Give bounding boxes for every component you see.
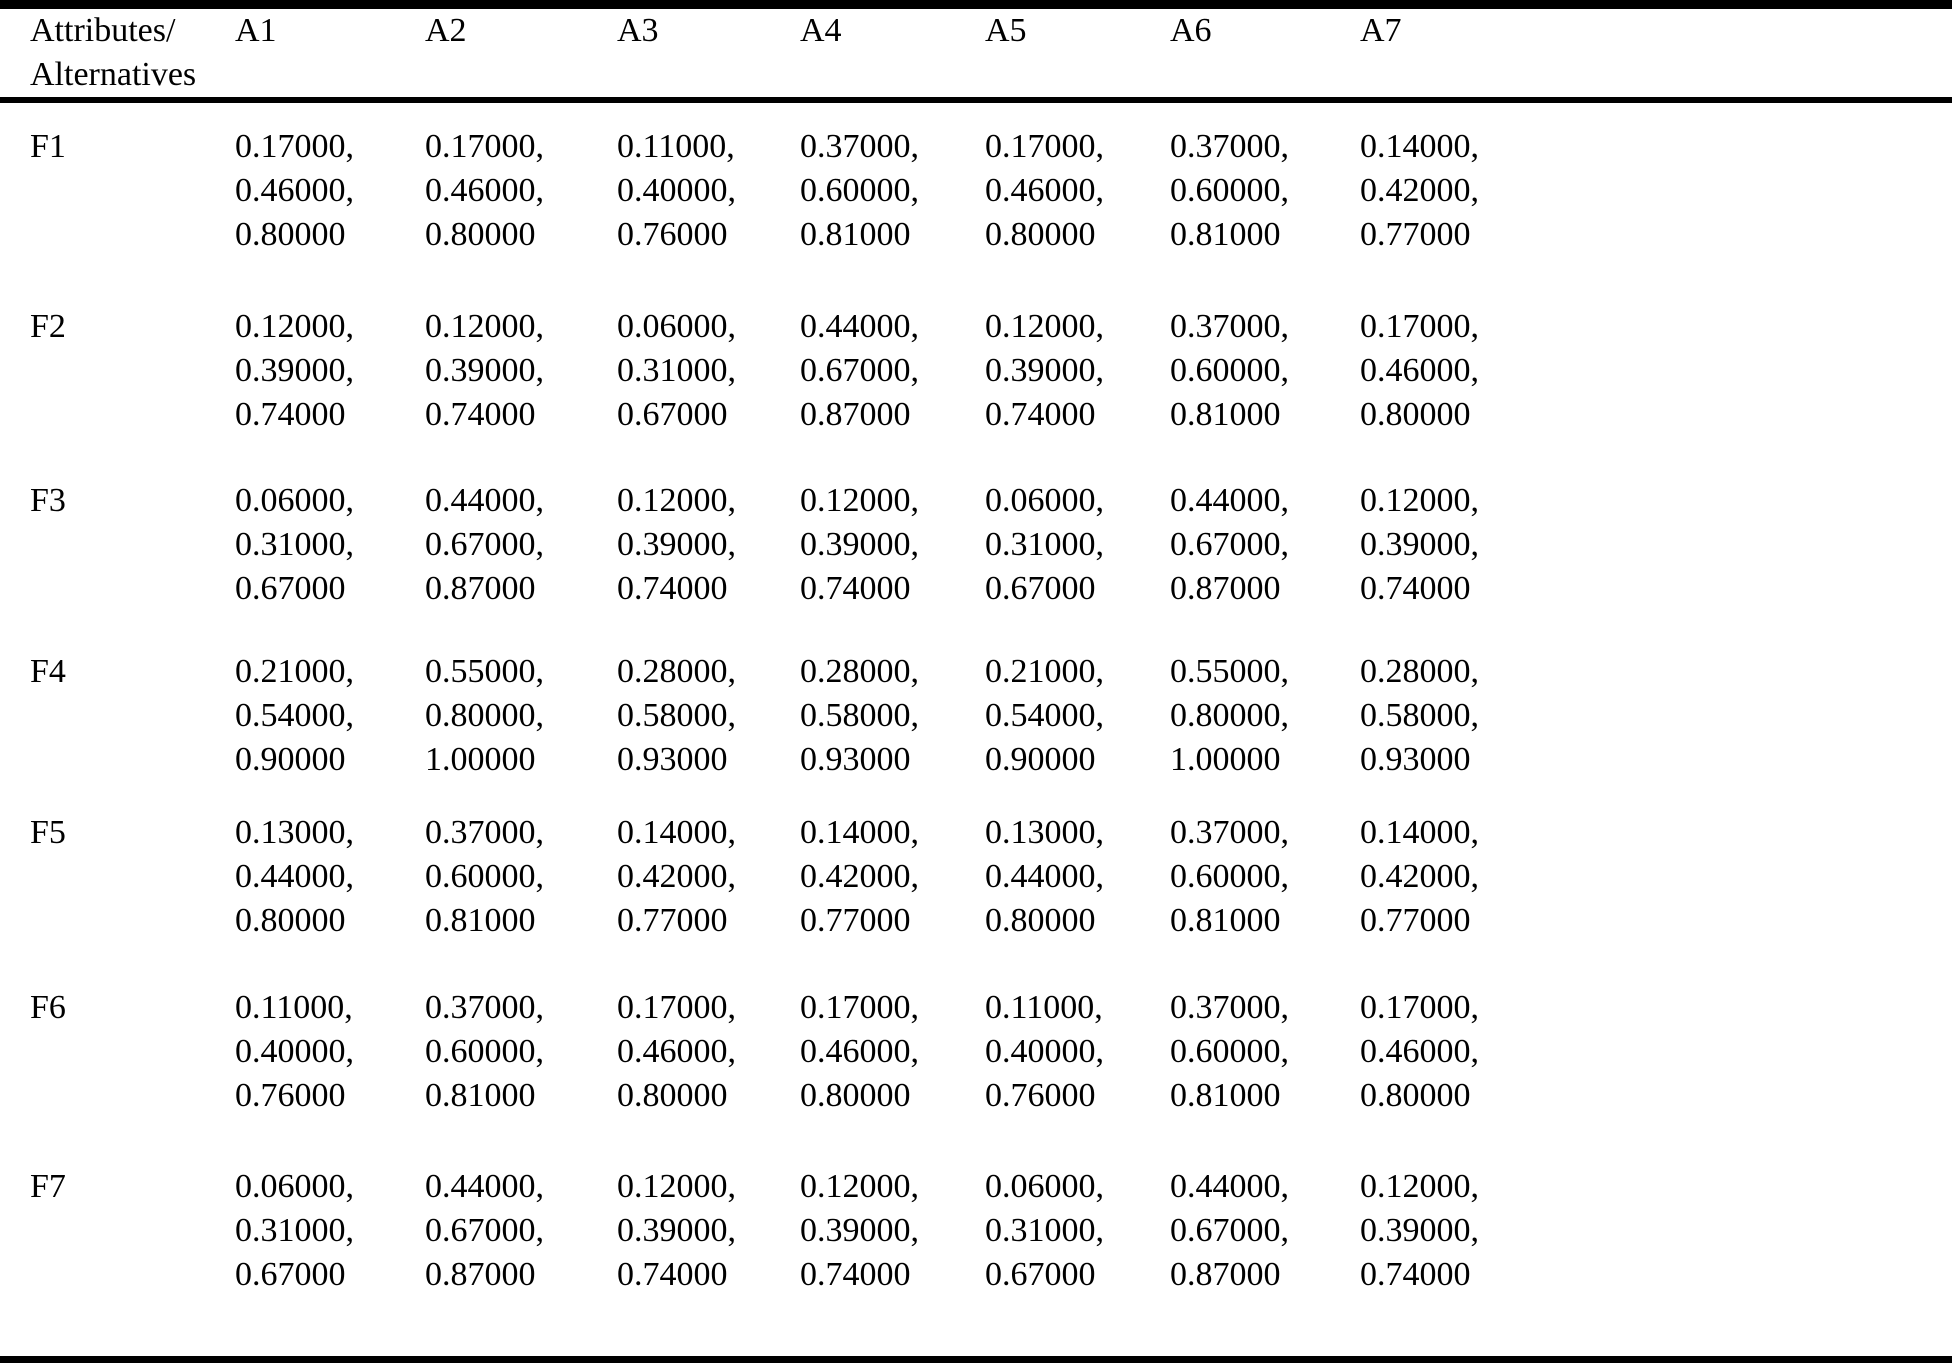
header-col-a5: A5 <box>985 9 1170 103</box>
fuzzy-value-cell: 0.44000, 0.67000, 0.87000 <box>425 482 544 607</box>
fuzzy-value-cell: 0.12000, 0.39000, 0.74000 <box>985 308 1104 433</box>
header-col-a3: A3 <box>617 9 800 103</box>
row-label: F5 <box>30 814 66 851</box>
fuzzy-value-cell: 0.17000, 0.46000, 0.80000 <box>1360 989 1479 1114</box>
fuzzy-value-cell: 0.13000, 0.44000, 0.80000 <box>985 814 1104 939</box>
fuzzy-value-cell: 0.11000, 0.40000, 0.76000 <box>235 989 354 1114</box>
table-row: F1 0.17000, 0.46000, 0.80000 0.17000, 0.46… <box>0 100 1952 305</box>
fuzzy-value-cell: 0.06000, 0.31000, 0.67000 <box>985 1168 1104 1293</box>
fuzzy-value-cell: 0.28000, 0.58000, 0.93000 <box>1360 653 1479 778</box>
fuzzy-value-cell: 0.21000, 0.54000, 0.90000 <box>985 653 1104 778</box>
header-attributes-alternatives: Attributes/ Alternatives <box>0 9 235 103</box>
fuzzy-value-cell: 0.28000, 0.58000, 0.93000 <box>617 653 736 778</box>
fuzzy-value-cell: 0.12000, 0.39000, 0.74000 <box>235 308 354 433</box>
row-label: F3 <box>30 482 66 519</box>
header-col-a2: A2 <box>425 9 617 103</box>
row-label: F2 <box>30 308 66 345</box>
fuzzy-value-cell: 0.37000, 0.60000, 0.81000 <box>425 814 544 939</box>
table-row: F2 0.12000, 0.39000, 0.74000 0.12000, 0.39… <box>0 305 1952 479</box>
fuzzy-value-cell: 0.06000, 0.31000, 0.67000 <box>617 308 736 433</box>
table-row: F7 0.06000, 0.31000, 0.67000 0.44000, 0.67… <box>0 1165 1952 1328</box>
header-col-a1: A1 <box>235 9 425 103</box>
fuzzy-value-cell: 0.14000, 0.42000, 0.77000 <box>800 814 919 939</box>
fuzzy-value-cell: 0.17000, 0.46000, 0.80000 <box>235 128 354 253</box>
fuzzy-value-cell: 0.11000, 0.40000, 0.76000 <box>985 989 1104 1114</box>
row-label: F6 <box>30 989 66 1026</box>
fuzzy-value-cell: 0.21000, 0.54000, 0.90000 <box>235 653 354 778</box>
fuzzy-decision-matrix-table: Attributes/ Alternatives A1 A2 A3 A4 A5 … <box>0 9 1952 1328</box>
fuzzy-value-cell: 0.06000, 0.31000, 0.67000 <box>235 1168 354 1293</box>
fuzzy-value-cell: 0.17000, 0.46000, 0.80000 <box>425 128 544 253</box>
table-row: F4 0.21000, 0.54000, 0.90000 0.55000, 0.80… <box>0 650 1952 811</box>
fuzzy-value-cell: 0.44000, 0.67000, 0.87000 <box>425 1168 544 1293</box>
row-label: F4 <box>30 653 66 690</box>
fuzzy-value-cell: 0.12000, 0.39000, 0.74000 <box>617 482 736 607</box>
fuzzy-value-cell: 0.12000, 0.39000, 0.74000 <box>800 1168 919 1293</box>
fuzzy-value-cell: 0.37000, 0.60000, 0.81000 <box>425 989 544 1114</box>
row-label: F1 <box>30 128 66 165</box>
fuzzy-value-cell: 0.44000, 0.67000, 0.87000 <box>800 308 919 433</box>
fuzzy-value-cell: 0.28000, 0.58000, 0.93000 <box>800 653 919 778</box>
header-col-a7: A7 <box>1360 9 1952 103</box>
header-row: Attributes/ Alternatives A1 A2 A3 A4 A5 … <box>0 9 1952 103</box>
fuzzy-value-cell: 0.37000, 0.60000, 0.81000 <box>1170 989 1289 1114</box>
table-row: F3 0.06000, 0.31000, 0.67000 0.44000, 0.67… <box>0 479 1952 650</box>
header-col-a4: A4 <box>800 9 985 103</box>
fuzzy-value-cell: 0.13000, 0.44000, 0.80000 <box>235 814 354 939</box>
table-row: F5 0.13000, 0.44000, 0.80000 0.37000, 0.60… <box>0 811 1952 986</box>
fuzzy-value-cell: 0.12000, 0.39000, 0.74000 <box>617 1168 736 1293</box>
fuzzy-value-cell: 0.44000, 0.67000, 0.87000 <box>1170 482 1289 607</box>
fuzzy-value-cell: 0.17000, 0.46000, 0.80000 <box>1360 308 1479 433</box>
fuzzy-value-cell: 0.12000, 0.39000, 0.74000 <box>1360 482 1479 607</box>
fuzzy-value-cell: 0.06000, 0.31000, 0.67000 <box>985 482 1104 607</box>
fuzzy-value-cell: 0.44000, 0.67000, 0.87000 <box>1170 1168 1289 1293</box>
fuzzy-value-cell: 0.37000, 0.60000, 0.81000 <box>1170 308 1289 433</box>
fuzzy-value-cell: 0.14000, 0.42000, 0.77000 <box>1360 814 1479 939</box>
fuzzy-value-cell: 0.12000, 0.39000, 0.74000 <box>800 482 919 607</box>
fuzzy-value-cell: 0.17000, 0.46000, 0.80000 <box>800 989 919 1114</box>
fuzzy-value-cell: 0.12000, 0.39000, 0.74000 <box>425 308 544 433</box>
table-row: F6 0.11000, 0.40000, 0.76000 0.37000, 0.60… <box>0 986 1952 1165</box>
row-label: F7 <box>30 1168 66 1205</box>
fuzzy-value-cell: 0.12000, 0.39000, 0.74000 <box>1360 1168 1479 1293</box>
fuzzy-value-cell: 0.17000, 0.46000, 0.80000 <box>985 128 1104 253</box>
fuzzy-value-cell: 0.11000, 0.40000, 0.76000 <box>617 128 736 253</box>
fuzzy-value-cell: 0.17000, 0.46000, 0.80000 <box>617 989 736 1114</box>
fuzzy-value-cell: 0.14000, 0.42000, 0.77000 <box>1360 128 1479 253</box>
fuzzy-value-cell: 0.06000, 0.31000, 0.67000 <box>235 482 354 607</box>
fuzzy-value-cell: 0.37000, 0.60000, 0.81000 <box>1170 814 1289 939</box>
fuzzy-value-cell: 0.14000, 0.42000, 0.77000 <box>617 814 736 939</box>
fuzzy-value-cell: 0.37000, 0.60000, 0.81000 <box>800 128 919 253</box>
fuzzy-value-cell: 0.55000, 0.80000, 1.00000 <box>1170 653 1289 778</box>
fuzzy-value-cell: 0.55000, 0.80000, 1.00000 <box>425 653 544 778</box>
header-col-a6: A6 <box>1170 9 1360 103</box>
fuzzy-value-cell: 0.37000, 0.60000, 0.81000 <box>1170 128 1289 253</box>
